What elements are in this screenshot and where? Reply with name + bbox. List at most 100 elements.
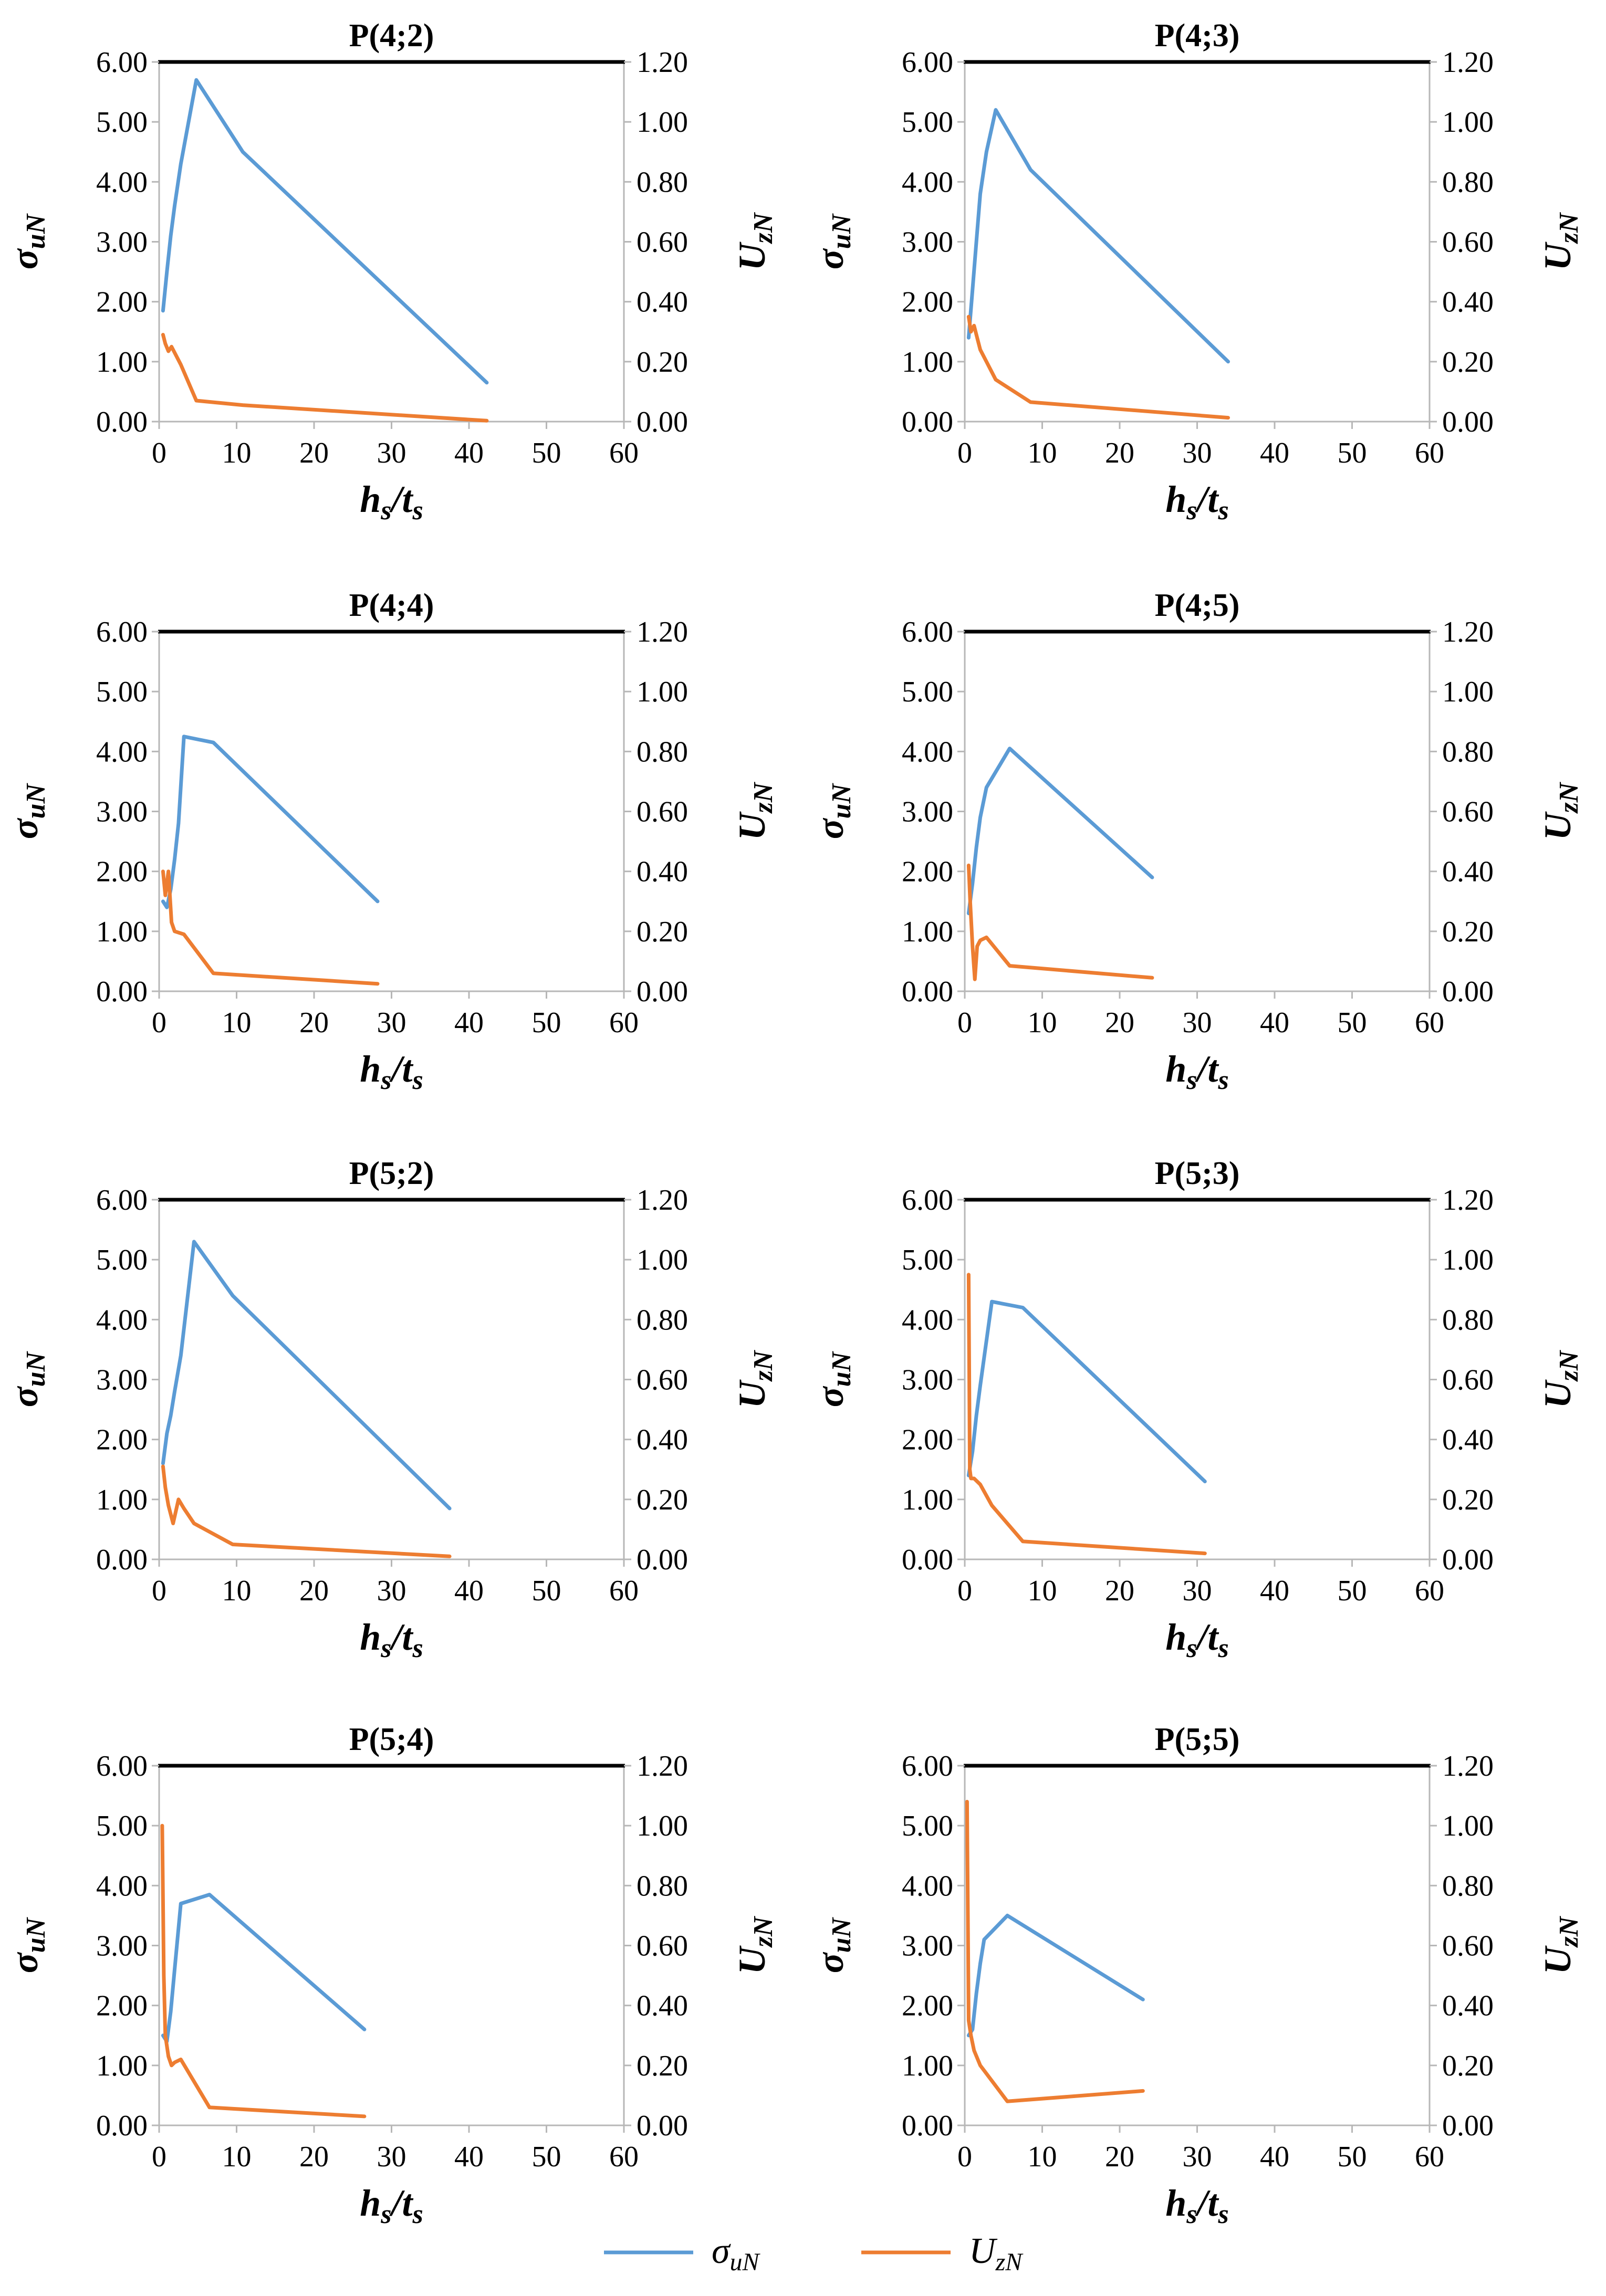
y2-tick-label: 0.80 (1442, 736, 1494, 768)
y-tick-label: 1.00 (902, 916, 953, 948)
x-tick-label: 50 (1338, 2141, 1367, 2173)
y-tick-label: 1.00 (96, 2050, 148, 2082)
y-axis-label: σuN (809, 1916, 857, 1973)
y2-axis-label: UzN (731, 781, 778, 840)
y2-tick-label: 0.20 (1442, 2050, 1494, 2082)
y-tick-label: 3.00 (902, 226, 953, 259)
x-tick-label: 10 (1028, 2141, 1057, 2173)
y2-tick-label: 0.60 (1442, 1930, 1494, 1963)
y-tick-label: 6.00 (96, 616, 148, 648)
y2-tick-label: 1.00 (1442, 1810, 1494, 1842)
y2-tick-label: 0.60 (637, 226, 688, 259)
panel-42: P(4;2) 0.00 1.00 2.00 3.00 4.00 5.00 6.00 0.00 0.… (4, 18, 778, 526)
y2-tick-label: 1.20 (637, 46, 688, 79)
series-line-uzn (161, 333, 489, 423)
chart-title: P(4;2) (349, 18, 434, 54)
x-axis-label: hs/ts (1165, 1048, 1229, 1095)
x-tick-label: 30 (377, 1575, 406, 1607)
x-tick-label: 50 (1338, 437, 1367, 469)
legend-label-uzn: UzN (969, 2231, 1024, 2276)
x-tick-label: 60 (609, 1575, 639, 1607)
y2-axis-label: UzN (731, 212, 778, 270)
x-tick-label: 50 (532, 1575, 561, 1607)
y-tick-label: 3.00 (902, 1364, 953, 1397)
x-tick-label: 30 (1183, 1575, 1212, 1607)
y-tick-label: 0.00 (902, 406, 953, 438)
x-tick-label: 10 (222, 1575, 252, 1607)
x-tick-label: 0 (152, 2141, 166, 2173)
y2-tick-label: 0.00 (1442, 2110, 1494, 2142)
y2-tick-label: 0.20 (637, 916, 688, 948)
x-tick-label: 0 (957, 437, 972, 469)
y2-tick-label: 1.20 (637, 616, 688, 648)
y2-tick-label: 1.20 (1442, 1184, 1494, 1217)
x-tick-label: 30 (1183, 2141, 1212, 2173)
y2-tick-label: 0.80 (637, 736, 688, 768)
y-tick-label: 4.00 (96, 1870, 148, 1902)
y2-tick-label: 0.80 (637, 166, 688, 198)
x-tick-label: 10 (1028, 1575, 1057, 1607)
x-tick-label: 30 (377, 2141, 406, 2173)
y-tick-label: 6.00 (902, 46, 953, 79)
y-tick-label: 0.00 (96, 406, 148, 438)
x-tick-label: 0 (957, 2141, 972, 2173)
x-tick-label: 60 (1415, 1007, 1444, 1039)
y-tick-label: 1.00 (902, 2050, 953, 2082)
y-tick-label: 3.00 (96, 1364, 148, 1397)
x-tick-label: 0 (957, 1575, 972, 1607)
y-tick-label: 5.00 (902, 1244, 953, 1276)
series-line-sigma-un (161, 78, 489, 385)
y2-tick-label: 0.40 (637, 856, 688, 888)
y-tick-label: 1.00 (902, 346, 953, 379)
y2-tick-label: 1.00 (637, 1244, 688, 1276)
y-tick-label: 2.00 (902, 286, 953, 319)
x-tick-label: 10 (222, 437, 252, 469)
y-tick-label: 1.00 (902, 1484, 953, 1516)
y-tick-label: 1.00 (96, 916, 148, 948)
y2-tick-label: 0.20 (637, 346, 688, 379)
y2-tick-label: 0.40 (1442, 856, 1494, 888)
x-tick-label: 10 (1028, 437, 1057, 469)
x-tick-label: 20 (299, 1007, 329, 1039)
y-tick-label: 4.00 (96, 166, 148, 198)
y-tick-label: 2.00 (902, 856, 953, 888)
y-tick-label: 0.00 (96, 976, 148, 1008)
chart-title: P(5;5) (1155, 1722, 1240, 1757)
x-tick-label: 40 (1260, 2141, 1289, 2173)
y-tick-label: 4.00 (96, 1304, 148, 1336)
y2-tick-label: 0.20 (637, 1484, 688, 1516)
y2-tick-label: 0.00 (1442, 976, 1494, 1008)
y-axis-label: σuN (4, 1350, 51, 1407)
y-axis-label: σuN (809, 1350, 857, 1407)
x-tick-label: 20 (1105, 1575, 1134, 1607)
x-tick-label: 50 (1338, 1575, 1367, 1607)
y2-axis-label: UzN (731, 1915, 778, 1974)
y-axis-label: σuN (809, 213, 857, 269)
y2-tick-label: 0.00 (1442, 1544, 1494, 1576)
y2-tick-label: 1.00 (1442, 1244, 1494, 1276)
y-tick-label: 5.00 (902, 676, 953, 708)
y2-tick-label: 1.00 (637, 106, 688, 139)
x-tick-label: 40 (1260, 1575, 1289, 1607)
y-tick-label: 4.00 (902, 166, 953, 198)
series-line-sigma-un (966, 1913, 1145, 2038)
x-axis-label: hs/ts (360, 478, 423, 526)
y-tick-label: 1.00 (96, 346, 148, 379)
y2-axis-label: UzN (731, 1349, 778, 1408)
y2-tick-label: 0.60 (1442, 1364, 1494, 1397)
x-tick-label: 0 (957, 1007, 972, 1039)
y-tick-label: 2.00 (902, 1990, 953, 2022)
y-tick-label: 6.00 (96, 46, 148, 79)
y-tick-label: 2.00 (902, 1424, 953, 1456)
y2-tick-label: 0.40 (637, 1424, 688, 1456)
y2-tick-label: 0.20 (1442, 1484, 1494, 1516)
y2-tick-label: 0.60 (637, 1930, 688, 1963)
series-line-sigma-un (161, 1893, 367, 2043)
y2-tick-label: 0.20 (1442, 346, 1494, 379)
y-tick-label: 4.00 (902, 1870, 953, 1902)
panel-52: P(5;2) 0.00 1.00 2.00 3.00 4.00 5.00 6.00 0.00 0.… (4, 1156, 778, 1663)
chart-title: P(5;3) (1155, 1156, 1240, 1191)
y2-axis-label: UzN (1537, 781, 1584, 840)
y2-tick-label: 1.20 (1442, 46, 1494, 79)
